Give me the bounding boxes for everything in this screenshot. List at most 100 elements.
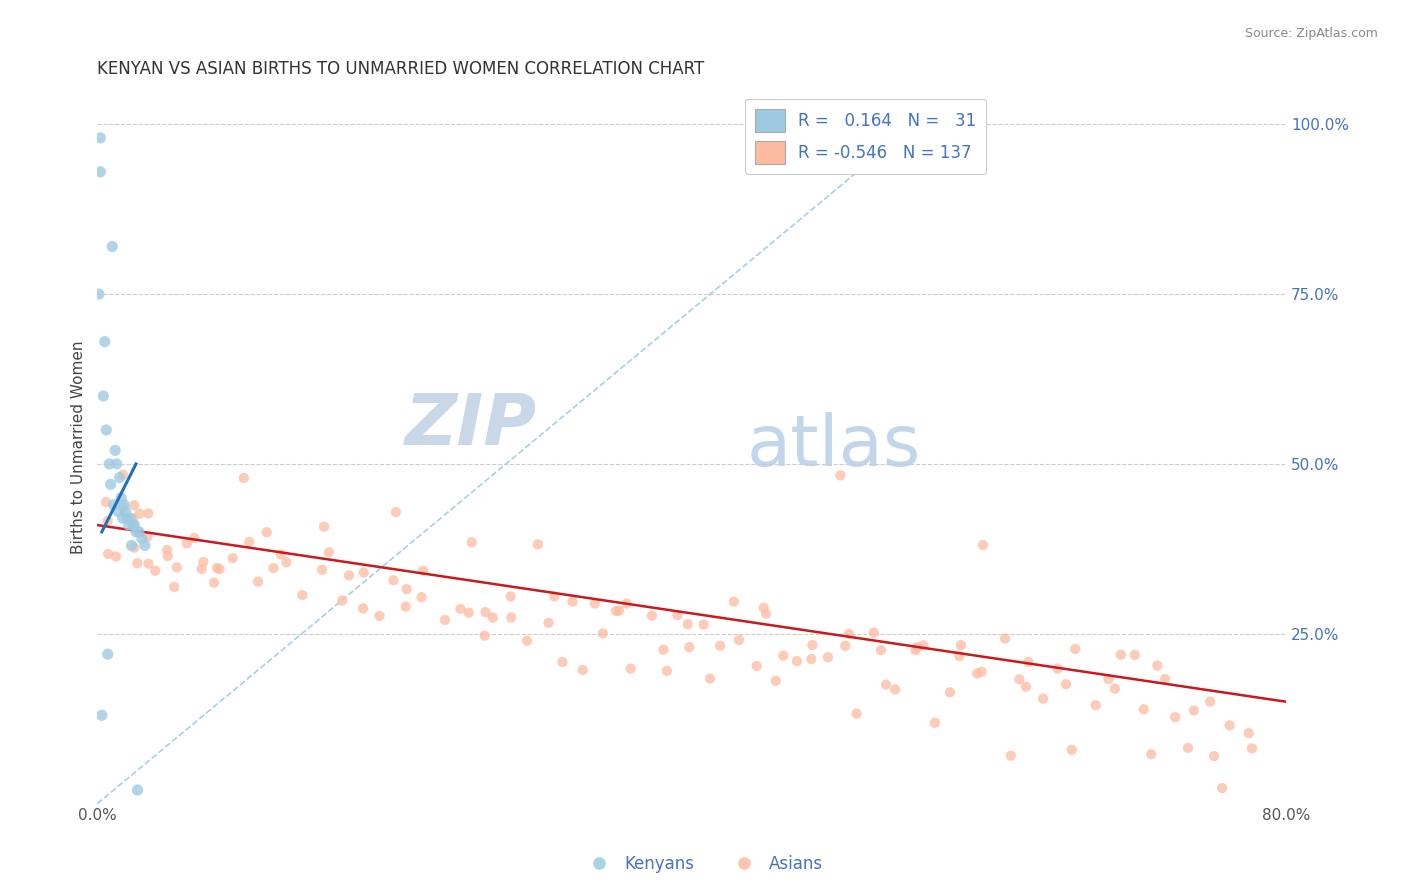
Point xyxy=(870,643,893,657)
Point xyxy=(666,608,689,623)
Point xyxy=(91,389,114,403)
Point xyxy=(875,677,897,691)
Point xyxy=(755,607,778,621)
Text: Source: ZipAtlas.com: Source: ZipAtlas.com xyxy=(1244,27,1378,40)
Point xyxy=(834,639,856,653)
Y-axis label: Births to Unmarried Women: Births to Unmarried Women xyxy=(72,340,86,554)
Point xyxy=(1154,672,1177,686)
Point xyxy=(838,627,860,641)
Point xyxy=(121,511,143,525)
Point xyxy=(527,537,550,551)
Point xyxy=(183,531,205,545)
Point xyxy=(134,538,156,552)
Point xyxy=(433,613,456,627)
Point xyxy=(276,555,298,569)
Point xyxy=(474,605,496,619)
Point xyxy=(311,563,333,577)
Point xyxy=(817,650,839,665)
Point xyxy=(115,511,138,525)
Point xyxy=(607,604,630,618)
Point xyxy=(949,638,972,652)
Point xyxy=(382,574,405,588)
Point xyxy=(163,580,186,594)
Point xyxy=(111,467,134,482)
Point xyxy=(1182,704,1205,718)
Point xyxy=(499,590,522,604)
Point xyxy=(118,511,141,525)
Point xyxy=(270,547,292,561)
Point xyxy=(208,562,231,576)
Point xyxy=(845,706,868,721)
Point xyxy=(972,538,994,552)
Point xyxy=(122,541,145,555)
Point xyxy=(592,626,614,640)
Point xyxy=(752,600,775,615)
Point xyxy=(1054,677,1077,691)
Point xyxy=(104,443,127,458)
Point xyxy=(107,504,129,518)
Point xyxy=(912,639,935,653)
Point xyxy=(127,783,149,797)
Point xyxy=(385,505,408,519)
Point xyxy=(481,610,503,624)
Point xyxy=(395,582,418,596)
Point xyxy=(605,604,627,618)
Text: atlas: atlas xyxy=(747,412,921,482)
Legend: Kenyans, Asians: Kenyans, Asians xyxy=(576,848,830,880)
Point xyxy=(97,514,120,528)
Point xyxy=(337,568,360,582)
Point xyxy=(110,491,132,505)
Point xyxy=(994,632,1017,646)
Point xyxy=(501,610,523,624)
Point xyxy=(368,608,391,623)
Point xyxy=(1164,710,1187,724)
Point xyxy=(97,547,120,561)
Point xyxy=(156,543,179,558)
Point xyxy=(516,633,538,648)
Text: ZIP: ZIP xyxy=(405,391,537,460)
Point xyxy=(457,606,479,620)
Point xyxy=(745,659,768,673)
Point xyxy=(884,682,907,697)
Point xyxy=(128,524,150,539)
Point xyxy=(127,556,149,570)
Point xyxy=(1237,726,1260,740)
Point xyxy=(104,549,127,564)
Point xyxy=(122,498,145,512)
Point xyxy=(90,708,112,723)
Point xyxy=(128,524,150,539)
Point xyxy=(772,648,794,663)
Point xyxy=(87,287,110,301)
Point xyxy=(786,654,808,668)
Point xyxy=(263,561,285,575)
Point xyxy=(128,507,150,521)
Point xyxy=(98,457,121,471)
Point xyxy=(1017,655,1039,669)
Point xyxy=(1211,780,1233,795)
Point xyxy=(314,519,336,533)
Point xyxy=(1202,749,1225,764)
Point xyxy=(561,594,583,608)
Point xyxy=(96,423,118,437)
Point xyxy=(1097,672,1119,686)
Point xyxy=(94,334,117,349)
Point xyxy=(641,608,664,623)
Point xyxy=(412,564,434,578)
Point xyxy=(330,593,353,607)
Point xyxy=(411,590,433,604)
Point xyxy=(247,574,270,589)
Point xyxy=(924,715,946,730)
Point xyxy=(1123,648,1146,662)
Point xyxy=(1084,698,1107,713)
Text: KENYAN VS ASIAN BIRTHS TO UNMARRIED WOMEN CORRELATION CHART: KENYAN VS ASIAN BIRTHS TO UNMARRIED WOME… xyxy=(97,60,704,78)
Point xyxy=(620,662,643,676)
Point xyxy=(138,557,160,571)
Point xyxy=(543,590,565,604)
Point xyxy=(1060,743,1083,757)
Point xyxy=(801,638,824,652)
Point xyxy=(136,507,159,521)
Point xyxy=(122,518,145,533)
Point xyxy=(1132,702,1154,716)
Point xyxy=(193,555,215,569)
Point xyxy=(676,617,699,632)
